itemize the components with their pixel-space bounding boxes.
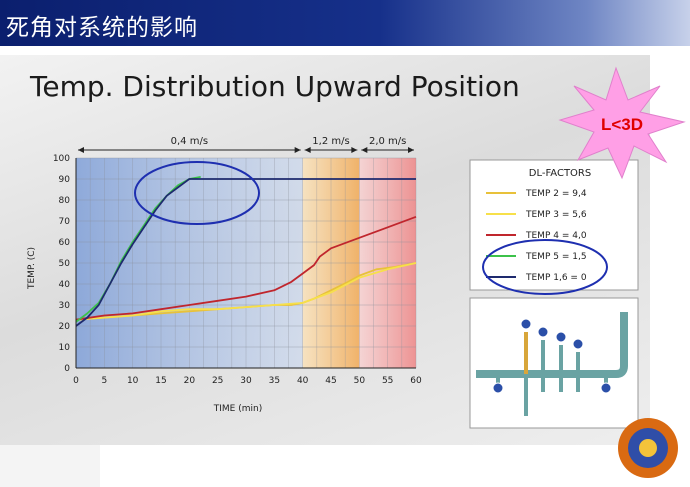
zone-label: 1,2 m/s [312, 136, 349, 147]
sensor-icon [537, 326, 549, 338]
zone-label: 2,0 m/s [369, 136, 406, 147]
series-line [75, 262, 417, 321]
sensor-icon [520, 318, 532, 330]
zone-arrowhead [304, 147, 311, 153]
zone-arrowhead [351, 147, 358, 153]
y-tick-label: 30 [59, 301, 71, 311]
y-tick-label: 90 [59, 175, 71, 185]
y-tick-label: 100 [53, 154, 70, 164]
chart-title: Temp. Distribution Upward Position [30, 70, 520, 103]
zone-arrowhead [408, 147, 414, 153]
legend-entry: TEMP 4 = 4,0 [525, 231, 587, 241]
series-line [75, 262, 417, 321]
x-tick-label: 60 [410, 376, 422, 386]
legend-entry: TEMP 2 = 9,4 [525, 189, 587, 199]
x-tick-label: 40 [297, 376, 309, 386]
y-tick-label: 10 [59, 343, 71, 353]
x-tick-label: 55 [382, 376, 393, 386]
y-axis-label: TEMP. (C) [27, 247, 37, 290]
x-tick-label: 35 [269, 376, 280, 386]
y-tick-label: 80 [59, 196, 71, 206]
series-line [75, 176, 201, 323]
x-tick-label: 5 [101, 376, 107, 386]
starburst-badge: L<3D [558, 66, 686, 180]
background-strip [0, 445, 100, 487]
y-tick-label: 20 [59, 322, 71, 332]
x-tick-label: 20 [184, 376, 196, 386]
legend-entry: TEMP 3 = 5,6 [525, 210, 587, 220]
x-tick-label: 45 [325, 376, 336, 386]
legend-box [469, 159, 639, 291]
x-tick-label: 50 [354, 376, 366, 386]
slide-title: 死角对系统的影响 [6, 15, 198, 41]
piping-diagram [469, 297, 639, 429]
sensor-icon [572, 338, 584, 350]
title-bar: 死角对系统的影响 [0, 0, 690, 46]
x-tick-label: 0 [73, 376, 79, 386]
y-tick-label: 50 [59, 259, 71, 269]
legend-title: DL-FACTORS [529, 168, 591, 179]
y-tick-label: 70 [59, 217, 71, 227]
highlight-circle-legend [482, 239, 608, 295]
zone-arrowhead [294, 147, 301, 153]
legend-entry: TEMP 5 = 1,5 [525, 252, 587, 262]
y-tick-label: 60 [59, 238, 71, 248]
x-tick-label: 10 [127, 376, 139, 386]
legend-entry: TEMP 1,6 = 0 [525, 273, 587, 283]
x-tick-label: 30 [240, 376, 252, 386]
sensor-icon [600, 382, 612, 394]
zone-arrowhead [78, 147, 84, 153]
x-axis-label: TIME (min) [213, 404, 262, 414]
badge-text: L<3D [601, 115, 643, 134]
corner-logo-icon [618, 418, 678, 478]
x-tick-label: 25 [212, 376, 223, 386]
x-tick-label: 15 [155, 376, 166, 386]
highlight-circle-chart [134, 161, 260, 225]
y-tick-label: 40 [59, 280, 71, 290]
zone-arrowhead [361, 147, 368, 153]
sensor-icon [492, 382, 504, 394]
zone-label: 0,4 m/s [171, 136, 208, 147]
sensor-icon [555, 331, 567, 343]
y-tick-label: 0 [64, 364, 70, 374]
series-line [75, 178, 416, 327]
series-line [75, 215, 417, 321]
